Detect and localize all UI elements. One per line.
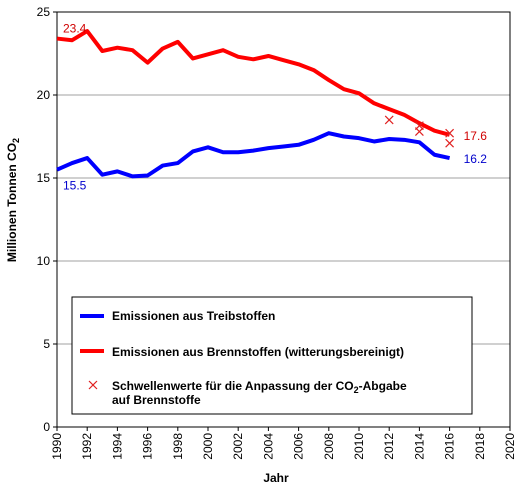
- y-axis-title-main: Millionen Tonnen CO: [5, 143, 19, 262]
- marker-schwellenwert-2016-4: [445, 138, 455, 148]
- x-tick-label-1996: 1996: [141, 433, 155, 460]
- x-tick-label-1990: 1990: [50, 433, 64, 460]
- y-tick-label-5: 5: [43, 337, 50, 351]
- y-tick-label-15: 15: [37, 171, 51, 185]
- x-tick-label-2008: 2008: [322, 433, 336, 460]
- x-tick-label-2016: 2016: [443, 433, 457, 460]
- data-labels: 23.4 15.5 17.6 16.2: [63, 22, 487, 193]
- legend-label-schwellenwerte-tail: -Abgabe: [359, 379, 407, 393]
- x-axis-ticks: 1990 1992 1994 1996 1998 2000 2002 2004 2006 2008…: [50, 427, 517, 460]
- x-tick-label-2020: 2020: [503, 433, 517, 460]
- legend-label-schwellenwerte-line2: auf Brennstoffe: [112, 393, 201, 407]
- series-line-brennstoffe: [56, 29, 451, 137]
- x-tick-label-2010: 2010: [352, 433, 366, 460]
- legend-label-schwellenwerte-sub: 2: [354, 385, 359, 395]
- data-label-23.4: 23.4: [63, 22, 87, 36]
- x-tick-label-2018: 2018: [473, 433, 487, 460]
- series-schwellenwerte: [384, 115, 455, 148]
- data-label-17.6: 17.6: [464, 129, 488, 143]
- y-tick-label-10: 10: [37, 254, 51, 268]
- x-tick-label-2014: 2014: [412, 433, 426, 460]
- legend-label-schwellenwerte: Schwellenwerte für die Anpassung der CO2…: [112, 379, 407, 395]
- legend: Emissionen aus Treibstoffen Emissionen a…: [71, 296, 473, 415]
- x-tick-label-1998: 1998: [171, 433, 185, 460]
- legend-label-brennstoffe: Emissionen aus Brennstoffen (witterungsb…: [112, 345, 404, 359]
- data-label-16.2: 16.2: [464, 152, 488, 166]
- x-tick-label-2002: 2002: [231, 433, 245, 460]
- legend-label-treibstoffe: Emissionen aus Treibstoffen: [112, 309, 275, 323]
- data-label-15.5: 15.5: [63, 179, 87, 193]
- y-axis-title: Millionen Tonnen CO2: [5, 138, 21, 262]
- marker-schwellenwert-2012-0: [384, 115, 394, 125]
- y-tick-label-0: 0: [43, 420, 50, 434]
- x-tick-label-1992: 1992: [80, 433, 94, 460]
- marker-schwellenwert-2014-2: [414, 127, 424, 136]
- x-tick-label-2004: 2004: [261, 433, 275, 460]
- y-axis-title-sub: 2: [11, 138, 21, 143]
- legend-box: [71, 296, 473, 415]
- marker-schwellenwert-2016-3: [445, 128, 455, 138]
- y-tick-label-20: 20: [37, 88, 51, 102]
- x-tick-label-1994: 1994: [110, 433, 124, 460]
- y-axis-ticks: 0 5 10 15 20 25: [37, 5, 57, 434]
- x-tick-label-2006: 2006: [292, 433, 306, 460]
- plot-frame: [56, 11, 511, 428]
- y-tick-label-25: 25: [37, 5, 51, 19]
- legend-label-schwellenwerte-main: Schwellenwerte für die Anpassung der CO: [112, 379, 354, 393]
- x-axis-title: Jahr: [263, 471, 289, 484]
- series-line-treibstoffe: [56, 131, 451, 179]
- x-tick-label-2000: 2000: [201, 433, 215, 460]
- series-layer: [56, 29, 455, 179]
- x-tick-label-2012: 2012: [382, 433, 396, 460]
- legend-swatch-schwellenwerte: [88, 380, 98, 390]
